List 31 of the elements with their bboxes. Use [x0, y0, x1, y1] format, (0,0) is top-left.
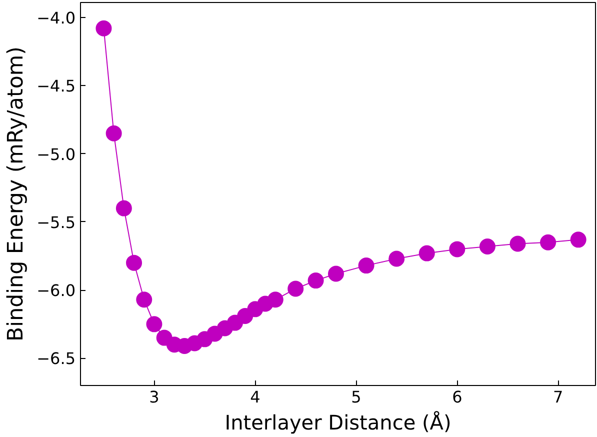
x-tick-label: 6 — [452, 388, 462, 406]
x-axis-title: Interlayer Distance (Å) — [224, 410, 452, 434]
point — [570, 232, 586, 248]
point — [96, 20, 112, 36]
point — [328, 266, 344, 282]
point — [136, 292, 152, 308]
y-axis-title: Binding Energy (mRy/atom) — [4, 46, 29, 342]
y-tick-label: −6.5 — [36, 349, 76, 368]
point — [418, 245, 435, 262]
point — [288, 280, 304, 297]
y-tick-label: −5.5 — [36, 212, 76, 232]
point — [358, 258, 374, 274]
point — [106, 125, 122, 142]
x-tick-label: 3 — [149, 388, 160, 406]
y-tick-label: −5.0 — [36, 144, 76, 164]
y-tick-label: −6.0 — [36, 281, 76, 300]
point — [308, 272, 324, 289]
point — [479, 238, 496, 254]
point — [146, 316, 162, 332]
point — [510, 236, 526, 252]
point — [267, 292, 284, 308]
point — [540, 234, 556, 250]
point — [126, 254, 142, 271]
x-tick-label: 5 — [351, 388, 362, 406]
y-tick-label: −4.0 — [36, 8, 76, 28]
point — [116, 200, 132, 216]
y-tick-label: −4.5 — [36, 76, 76, 96]
x-tick-label: 4 — [250, 388, 260, 406]
point — [388, 250, 405, 267]
point — [449, 241, 466, 258]
x-tick-label: 7 — [553, 388, 564, 406]
